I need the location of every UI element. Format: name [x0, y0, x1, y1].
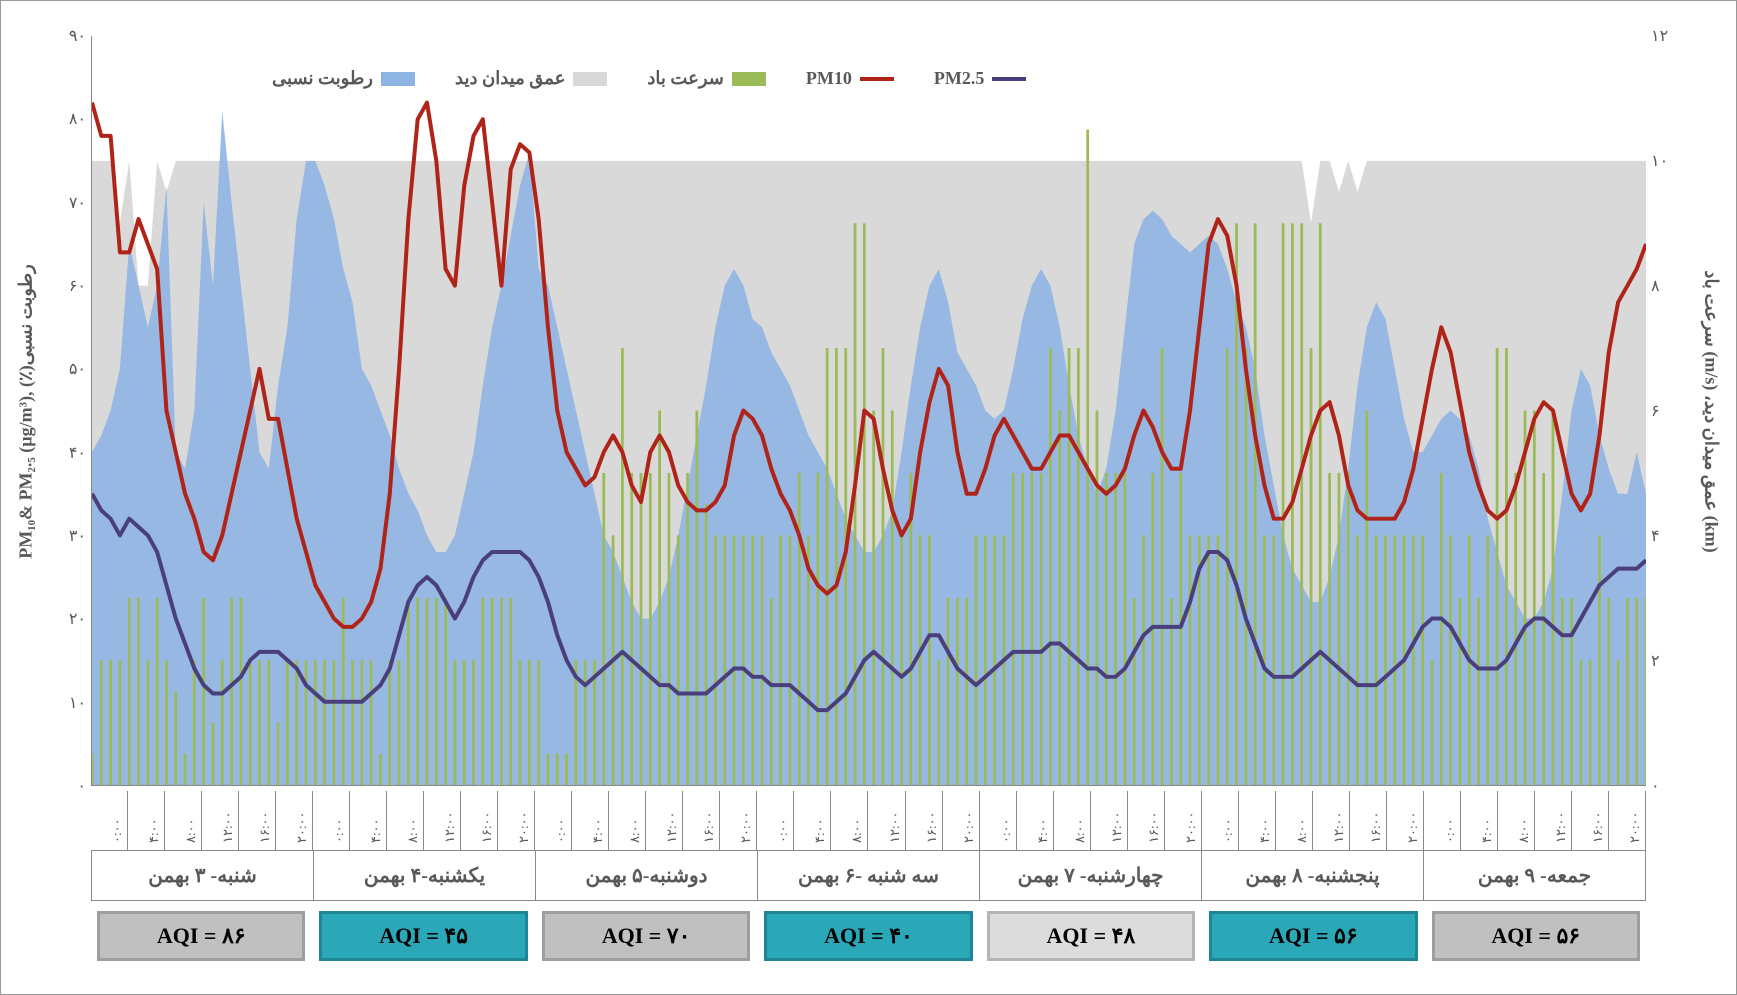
x-hour-tick: ۱۲:۰۰ — [424, 791, 461, 851]
x-hour-tick: ۴:۰۰ — [794, 791, 831, 851]
x-hour-tick: ۰:۰۰ — [91, 791, 128, 851]
legend-item: PM2.5 — [934, 68, 1026, 89]
legend-label: سرعت باد — [647, 68, 723, 89]
legend-label: PM2.5 — [934, 68, 984, 89]
y-left-tick: ۶۰ — [26, 276, 86, 296]
y-left-tick: ۴۰ — [26, 443, 86, 463]
legend-label: PM10 — [806, 68, 852, 89]
legend-swatch — [992, 77, 1026, 81]
legend-item: عمق میدان دید — [455, 68, 607, 89]
legend-item: رطوبت نسبی — [272, 68, 415, 89]
aqi-box: AQI = ۴۸ — [987, 911, 1195, 961]
y-left-tick: ۱۰ — [26, 693, 86, 713]
x-hour-tick: ۴:۰۰ — [350, 791, 387, 851]
x-hour-tick: ۱۶:۰۰ — [906, 791, 943, 851]
chart-container: PM₁₀& PM₂.₅ (µg/m³), (٪)رطوبت نسبی سرعت … — [21, 16, 1716, 979]
legend-label: رطوبت نسبی — [272, 68, 373, 89]
x-hour-tick: ۰:۰۰ — [1424, 791, 1461, 851]
x-hour-tick: ۱۶:۰۰ — [1128, 791, 1165, 851]
x-hour-tick: ۸:۰۰ — [1276, 791, 1313, 851]
x-hour-tick: ۲۰:۰۰ — [1609, 791, 1646, 851]
x-hour-tick: ۴:۰۰ — [1239, 791, 1276, 851]
aqi-box: AQI = ۴۰ — [764, 911, 972, 961]
x-hour-ticks: ۰:۰۰۴:۰۰۸:۰۰۱۲:۰۰۱۶:۰۰۲۰:۰۰۰:۰۰۴:۰۰۸:۰۰۱… — [91, 791, 1646, 851]
legend-swatch — [381, 72, 415, 86]
aqi-row: AQI = ۸۶ AQI = ۴۵ AQI = ۷۰ AQI = ۴۰ AQI = ۴۸… — [91, 911, 1646, 961]
x-hour-tick: ۱۶:۰۰ — [1572, 791, 1609, 851]
y-right-tick: ۱۰ — [1651, 151, 1711, 171]
x-hour-tick: ۱۲:۰۰ — [1535, 791, 1572, 851]
x-hour-tick: ۱۲:۰۰ — [646, 791, 683, 851]
x-day-label: شنبه- ۳ بهمن — [91, 851, 314, 901]
y-right-tick: ۶ — [1651, 401, 1711, 421]
x-hour-tick: ۱۲:۰۰ — [1091, 791, 1128, 851]
x-day-label: سه شنبه -۶ بهمن — [758, 851, 980, 901]
aqi-box: AQI = ۷۰ — [542, 911, 750, 961]
x-hour-tick: ۱۶:۰۰ — [1350, 791, 1387, 851]
x-hour-tick: ۱۲:۰۰ — [202, 791, 239, 851]
y-right-tick-labels: ۰۲۴۶۸۱۰۱۲ — [1651, 36, 1711, 786]
y-left-tick: ۵۰ — [26, 359, 86, 379]
x-hour-tick: ۱۶:۰۰ — [461, 791, 498, 851]
y-left-tick: ۲۰ — [26, 609, 86, 629]
x-hour-tick: ۴:۰۰ — [1461, 791, 1498, 851]
y-left-tick: ۳۰ — [26, 526, 86, 546]
x-day-label: چهارشنبه- ۷ بهمن — [980, 851, 1202, 901]
legend-swatch — [573, 72, 607, 86]
x-hour-tick: ۰:۰۰ — [535, 791, 572, 851]
x-hour-tick: ۴:۰۰ — [128, 791, 165, 851]
x-hour-tick: ۲۰:۰۰ — [720, 791, 757, 851]
y-right-tick: ۸ — [1651, 276, 1711, 296]
x-day-label: دوشنبه-۵ بهمن — [536, 851, 758, 901]
x-hour-tick: ۱۲:۰۰ — [869, 791, 906, 851]
x-hour-tick: ۸:۰۰ — [831, 791, 868, 851]
x-hour-tick: ۱۶:۰۰ — [683, 791, 720, 851]
aqi-box: AQI = ۵۶ — [1432, 911, 1640, 961]
x-day-label: یکشنبه-۴ بهمن — [314, 851, 536, 901]
x-hour-tick: ۰:۰۰ — [313, 791, 350, 851]
aqi-box: AQI = ۴۵ — [319, 911, 527, 961]
x-hour-tick: ۰:۰۰ — [980, 791, 1017, 851]
x-hour-tick: ۰:۰۰ — [757, 791, 794, 851]
legend-label: عمق میدان دید — [455, 68, 565, 89]
aqi-box: AQI = ۸۶ — [97, 911, 305, 961]
legend-item: PM10 — [806, 68, 894, 89]
x-hour-tick: ۱۶:۰۰ — [239, 791, 276, 851]
x-hour-tick: ۲۰:۰۰ — [1165, 791, 1202, 851]
x-hour-tick: ۸:۰۰ — [165, 791, 202, 851]
y-left-tick: ۸۰ — [26, 109, 86, 129]
aqi-box: AQI = ۵۶ — [1209, 911, 1417, 961]
legend-swatch — [860, 77, 894, 81]
x-hour-tick: ۲۰:۰۰ — [1387, 791, 1424, 851]
y-left-tick: ۷۰ — [26, 193, 86, 213]
x-hour-tick: ۲۰:۰۰ — [276, 791, 313, 851]
y-left-tick: ۹۰ — [26, 26, 86, 46]
x-hour-tick: ۲۰:۰۰ — [498, 791, 535, 851]
y-right-tick: ۱۲ — [1651, 26, 1711, 46]
x-hour-tick: ۰:۰۰ — [1202, 791, 1239, 851]
y-right-tick: ۴ — [1651, 526, 1711, 546]
legend-item: سرعت باد — [647, 68, 765, 89]
x-hour-tick: ۲۰:۰۰ — [943, 791, 980, 851]
x-hour-tick: ۸:۰۰ — [1054, 791, 1091, 851]
x-hour-tick: ۸:۰۰ — [387, 791, 424, 851]
y-left-tick: ۰ — [26, 776, 86, 796]
y-right-tick: ۰ — [1651, 776, 1711, 796]
y-left-tick-labels: ۰۱۰۲۰۳۰۴۰۵۰۶۰۷۰۸۰۹۰ — [26, 36, 86, 786]
legend-swatch — [732, 72, 766, 86]
x-hour-tick: ۸:۰۰ — [1498, 791, 1535, 851]
legend: رطوبت نسبی عمق میدان دید سرعت باد PM10 PM2.5 — [262, 64, 1036, 93]
plot-area: رطوبت نسبی عمق میدان دید سرعت باد PM10 PM2.5 — [91, 36, 1646, 786]
y-right-tick: ۲ — [1651, 651, 1711, 671]
x-day-labels: شنبه- ۳ بهمنیکشنبه-۴ بهمندوشنبه-۵ بهمنسه… — [91, 851, 1646, 901]
x-day-label: جمعه- ۹ بهمن — [1424, 851, 1646, 901]
x-hour-tick: ۴:۰۰ — [572, 791, 609, 851]
x-hour-tick: ۸:۰۰ — [609, 791, 646, 851]
x-hour-tick: ۴:۰۰ — [1017, 791, 1054, 851]
x-hour-tick: ۱۲:۰۰ — [1313, 791, 1350, 851]
x-day-label: پنجشنبه- ۸ بهمن — [1202, 851, 1424, 901]
